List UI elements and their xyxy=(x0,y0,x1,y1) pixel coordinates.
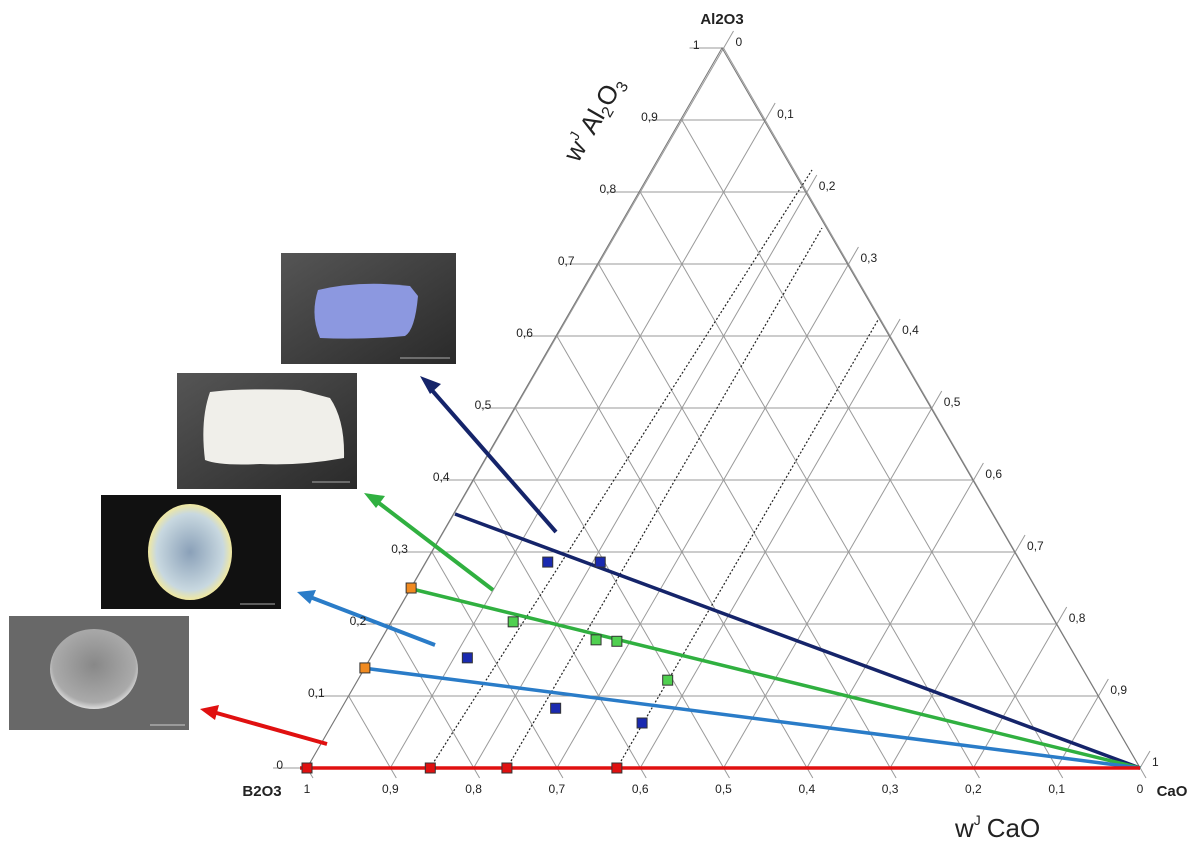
mixing-line xyxy=(362,666,1141,770)
dotted-line xyxy=(506,227,823,769)
corner-label: B2O3 xyxy=(242,783,281,800)
arrow xyxy=(309,595,436,647)
data-point xyxy=(611,762,623,774)
bottom-tick-label: 0,7 xyxy=(549,782,566,796)
dotted-lines xyxy=(429,169,879,769)
left-tick-label: 0 xyxy=(276,758,283,772)
data-point xyxy=(359,662,371,674)
grid-line xyxy=(723,390,943,769)
data-point xyxy=(590,634,602,646)
grid-line xyxy=(389,102,776,769)
grid-line xyxy=(473,174,818,769)
bottom-tick-label: 0,1 xyxy=(1048,782,1065,796)
right-tick-label: 0,7 xyxy=(1027,539,1044,553)
right-tick-label: 0,1 xyxy=(777,107,794,121)
axis-title: wJ CaO xyxy=(954,812,1040,843)
axis-title-part: J xyxy=(974,812,981,828)
photo xyxy=(281,253,456,364)
grid-line xyxy=(431,551,564,779)
left-tick-label: 0,5 xyxy=(475,398,492,412)
grid-line xyxy=(639,318,901,769)
right-tick-label: 0,2 xyxy=(819,179,836,193)
left-tick-label: 0,2 xyxy=(350,614,367,628)
photo xyxy=(177,373,357,489)
left-tick-label: 0,3 xyxy=(391,542,408,556)
left-tick-label: 0,7 xyxy=(558,254,575,268)
bottom-tick-label: 0,8 xyxy=(465,782,482,796)
bottom-tick-label: 0,5 xyxy=(715,782,732,796)
grid-line xyxy=(889,534,1026,769)
right-tick-label: 0 xyxy=(736,35,743,49)
left-tick-label: 0,4 xyxy=(433,470,450,484)
dotted-line xyxy=(616,319,879,769)
axis-title-part: CaO xyxy=(987,813,1040,843)
grid-line xyxy=(806,462,984,769)
arrow-head xyxy=(297,590,316,604)
data-point xyxy=(301,762,313,774)
grid-line xyxy=(1139,750,1151,769)
right-tick-label: 0,9 xyxy=(1110,683,1127,697)
data-point xyxy=(636,717,648,729)
left-tick-label: 1 xyxy=(693,38,700,52)
grid-line xyxy=(348,695,397,779)
arrow xyxy=(428,386,558,534)
arrow-head xyxy=(200,705,219,720)
grid-line xyxy=(639,191,980,779)
bottom-tick-label: 0,6 xyxy=(632,782,649,796)
photo xyxy=(101,495,281,609)
mixing-line xyxy=(454,512,1141,770)
arrow xyxy=(212,710,328,746)
right-tick-label: 0,4 xyxy=(902,323,919,337)
bottom-tick-label: 0 xyxy=(1137,782,1144,796)
data-point xyxy=(594,556,606,568)
bottom-tick-label: 0,3 xyxy=(882,782,899,796)
data-point xyxy=(550,702,562,714)
data-point xyxy=(507,616,519,628)
grid-line xyxy=(473,479,647,779)
grid-line xyxy=(556,335,814,779)
data-point xyxy=(405,582,417,594)
corner-label: Al2O3 xyxy=(700,11,743,28)
axis-title-part: w xyxy=(954,813,974,843)
grid-line xyxy=(598,263,897,779)
grid-line xyxy=(389,623,481,779)
right-tick-label: 0,6 xyxy=(985,467,1002,481)
left-tick-label: 0,8 xyxy=(600,182,617,196)
arrow-head xyxy=(420,376,441,394)
bottom-tick-label: 0,2 xyxy=(965,782,982,796)
right-tick-label: 0,5 xyxy=(944,395,961,409)
bottom-tick-label: 0,4 xyxy=(798,782,815,796)
data-point xyxy=(542,556,554,568)
corner-label: CaO xyxy=(1157,783,1188,800)
grid xyxy=(273,30,1151,779)
data-point xyxy=(501,762,513,774)
grid-line xyxy=(556,246,859,769)
grid-line xyxy=(972,606,1068,769)
bottom-tick-label: 0,9 xyxy=(382,782,399,796)
photo xyxy=(9,616,189,730)
grid-line xyxy=(514,407,730,779)
mixing-lines xyxy=(300,512,1141,770)
grid-line xyxy=(681,119,1064,779)
arrows xyxy=(200,376,558,746)
arrow-head xyxy=(364,493,385,508)
left-tick-label: 0,1 xyxy=(308,686,325,700)
right-tick-label: 0,8 xyxy=(1069,611,1086,625)
data-point xyxy=(461,652,473,664)
data-point xyxy=(424,762,436,774)
arrow xyxy=(373,498,495,592)
bottom-tick-label: 1 xyxy=(304,782,311,796)
mixing-line xyxy=(407,586,1141,770)
grid-line xyxy=(1056,678,1109,769)
left-tick-label: 0,6 xyxy=(516,326,533,340)
right-tick-label: 1 xyxy=(1152,755,1159,769)
data-point xyxy=(611,635,623,647)
data-point xyxy=(662,674,674,686)
right-tick-label: 0,3 xyxy=(860,251,877,265)
left-tick-label: 0,9 xyxy=(641,110,658,124)
axis-title: wJAl2O3 xyxy=(556,70,633,169)
